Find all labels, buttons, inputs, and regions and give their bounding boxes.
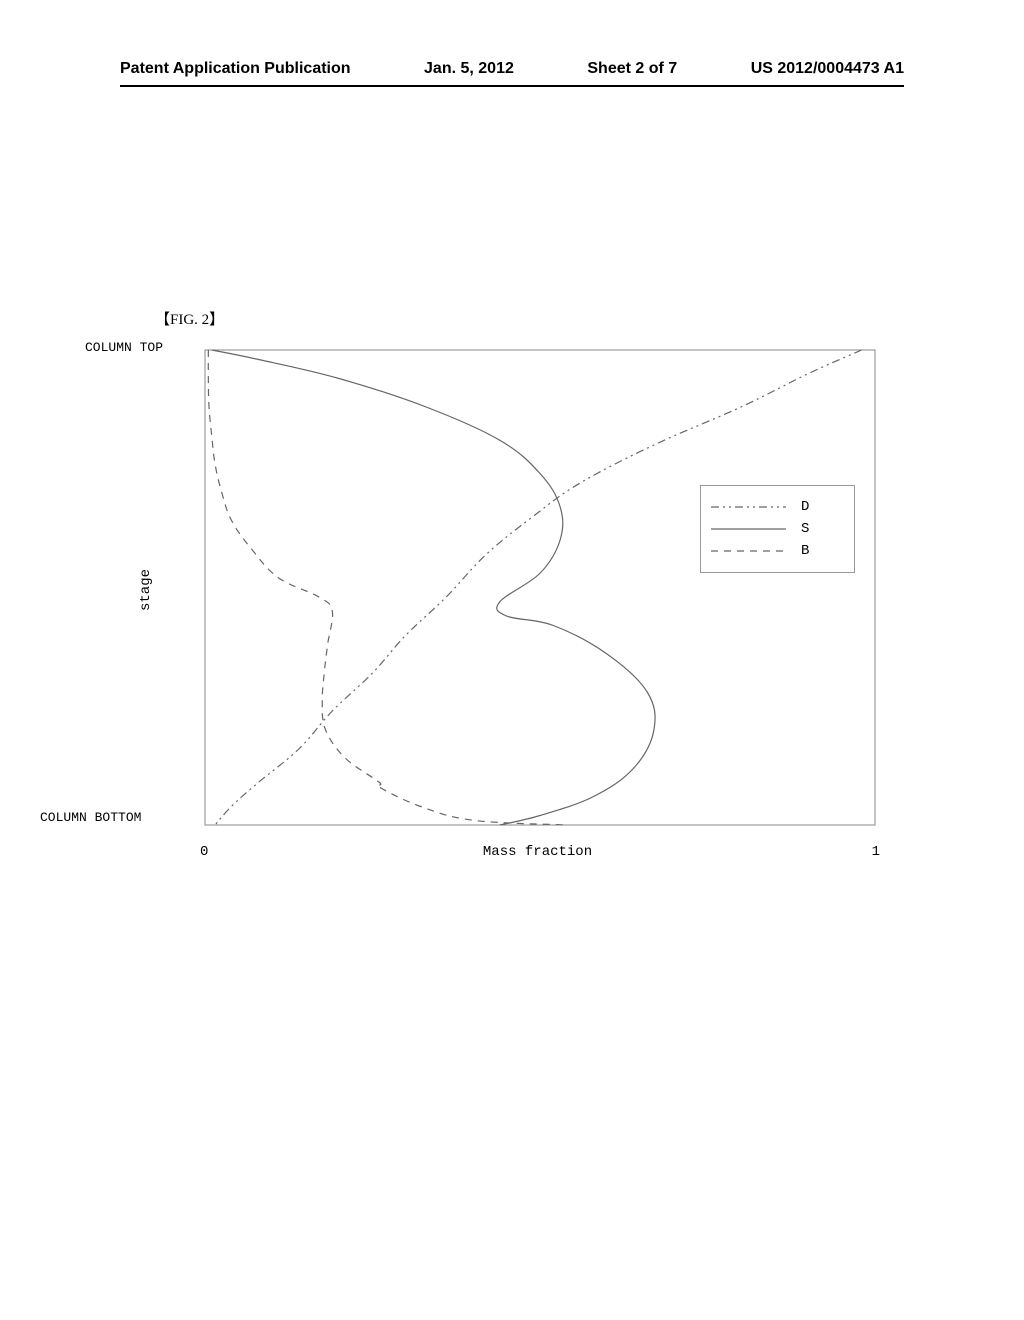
chart-container: COLUMN TOP COLUMN BOTTOM stage Mass frac… [190, 340, 885, 840]
series-D [215, 350, 862, 825]
x-axis-title: Mass fraction [483, 844, 592, 860]
legend: DSB [700, 485, 855, 573]
legend-swatch-S [711, 529, 786, 530]
series-B [208, 350, 567, 825]
plot-border [205, 350, 875, 825]
series-S [212, 350, 655, 825]
header-rule [120, 85, 904, 87]
pub-date: Jan. 5, 2012 [424, 60, 514, 78]
legend-label-D: D [801, 499, 809, 515]
legend-label-B: B [801, 543, 809, 559]
legend-label-S: S [801, 521, 809, 537]
y-axis-label-bottom: COLUMN BOTTOM [40, 810, 141, 825]
y-axis-title: stage [138, 569, 154, 611]
page-header: Patent Application Publication Jan. 5, 2… [0, 60, 1024, 78]
pub-number: US 2012/0004473 A1 [751, 60, 904, 78]
x-tick-max: 1 [872, 844, 880, 860]
legend-swatch-B [711, 551, 786, 552]
y-axis-label-top: COLUMN TOP [85, 340, 163, 355]
legend-item-S: S [711, 518, 844, 540]
legend-swatch-D [711, 507, 786, 508]
legend-item-B: B [711, 540, 844, 562]
chart-svg [190, 340, 885, 840]
sheet-info: Sheet 2 of 7 [587, 60, 677, 78]
legend-item-D: D [711, 496, 844, 518]
figure-label: 【FIG. 2】 [155, 308, 224, 329]
x-tick-min: 0 [200, 844, 208, 860]
pub-type: Patent Application Publication [120, 60, 351, 78]
